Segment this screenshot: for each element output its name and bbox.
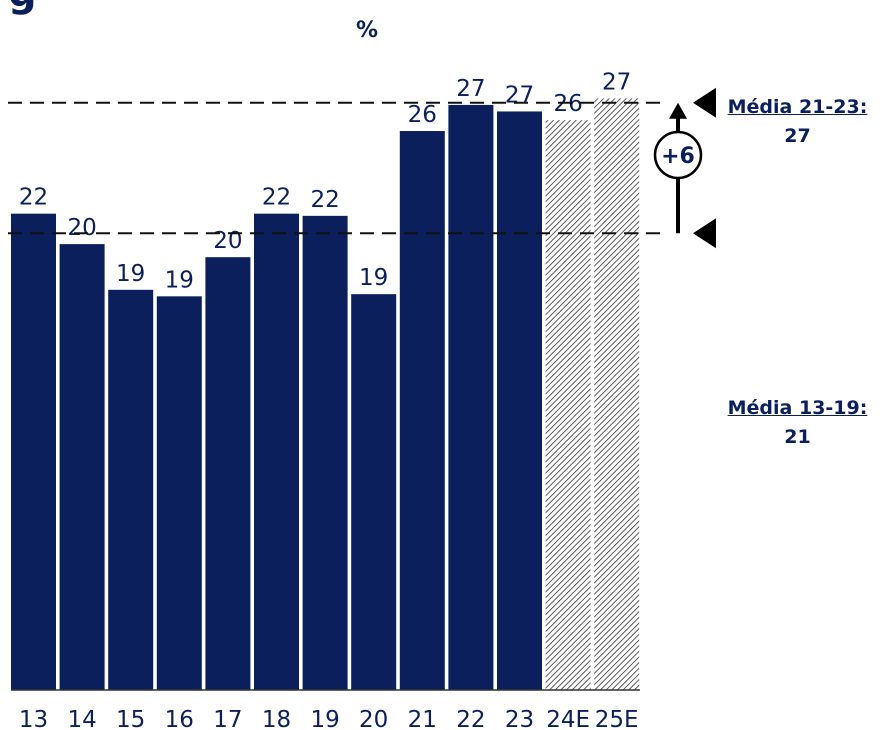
value-label-20: 19 — [359, 265, 388, 291]
value-label-24E: 26 — [553, 91, 582, 117]
value-label-13: 22 — [19, 185, 48, 211]
value-label-17: 20 — [213, 228, 242, 254]
annotation-avg-21-23-value: 27 — [784, 125, 811, 147]
tick-label-23: 23 — [505, 707, 534, 730]
value-label-19: 22 — [310, 187, 339, 213]
value-label-18: 22 — [262, 185, 291, 211]
tick-label-20: 20 — [359, 707, 388, 730]
chart-unit: % — [356, 18, 379, 43]
reference-pointer-0 — [693, 87, 716, 118]
bar-22 — [448, 104, 494, 691]
bar-19 — [302, 215, 348, 690]
annotation-avg-21-23-label: Média 21-23: — [727, 96, 868, 118]
tick-label-22: 22 — [456, 707, 485, 730]
bar-13 — [11, 213, 56, 691]
tick-label-14: 14 — [67, 707, 96, 730]
difference-badge — [653, 130, 703, 180]
difference-label: +6 — [661, 144, 695, 169]
bar-24E — [545, 120, 591, 690]
tick-label-15: 15 — [116, 707, 145, 730]
tick-label-16: 16 — [165, 707, 194, 730]
annotation-avg-13-19-value: 21 — [784, 426, 811, 448]
value-label-14: 20 — [67, 215, 96, 241]
tick-label-21: 21 — [408, 707, 437, 730]
annotation-avg-13-19: Média 13-19: 21 — [715, 394, 880, 452]
value-label-23: 27 — [505, 82, 534, 108]
tick-label-17: 17 — [213, 707, 242, 730]
tick-label-25E: 25E — [595, 707, 639, 730]
bar-15 — [108, 289, 154, 690]
bar-21 — [399, 131, 445, 690]
bar-16 — [156, 296, 202, 690]
tick-label-19: 19 — [310, 707, 339, 730]
value-label-22: 27 — [456, 76, 485, 102]
difference-arrow-head — [669, 102, 687, 119]
bar-17 — [205, 257, 251, 690]
value-label-25E: 27 — [602, 69, 631, 95]
bars-group — [11, 98, 640, 691]
value-label-16: 19 — [165, 267, 194, 293]
annotation-avg-13-19-label: Média 13-19: — [727, 397, 868, 419]
chart-title-partial: g — [8, 0, 37, 16]
bar-25E — [594, 98, 640, 690]
value-label-21: 26 — [408, 102, 437, 128]
reference-pointer-1 — [693, 218, 716, 249]
value-label-15: 19 — [116, 261, 145, 287]
value-labels-group: 22 20 19 19 20 22 22 19 26 27 27 26 27 — [19, 69, 631, 293]
tick-label-24E: 24E — [546, 707, 590, 730]
bar-14 — [59, 244, 105, 690]
tick-label-18: 18 — [262, 707, 291, 730]
bar-23 — [497, 111, 542, 690]
tick-label-13: 13 — [19, 707, 48, 730]
bar-20 — [351, 294, 397, 690]
bar-18 — [254, 213, 299, 691]
tick-labels-group: 13 14 15 16 17 18 19 20 21 22 23 24E 25E — [19, 707, 639, 730]
annotation-avg-21-23: Média 21-23: 27 — [715, 93, 880, 151]
reference-lines-group: +6 — [8, 87, 716, 691]
